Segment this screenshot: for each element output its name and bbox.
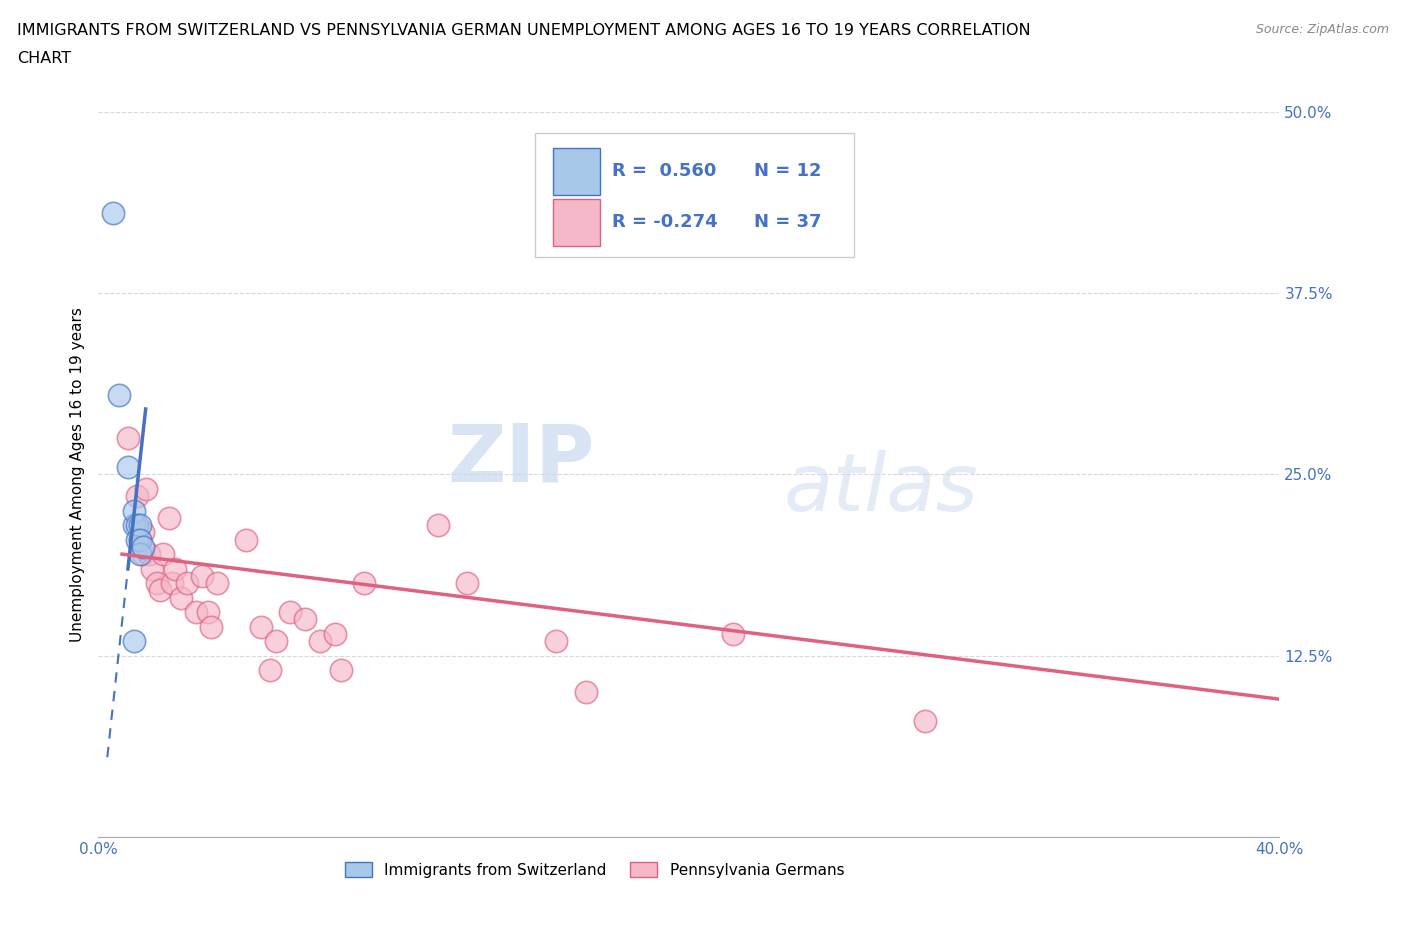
Point — [128, 532, 150, 547]
Point — [323, 627, 346, 642]
Point — [457, 576, 479, 591]
Point — [294, 612, 316, 627]
Point — [309, 633, 332, 648]
Point — [329, 663, 352, 678]
Text: atlas: atlas — [783, 450, 979, 528]
Point — [427, 518, 450, 533]
Text: CHART: CHART — [17, 51, 70, 66]
Point — [132, 539, 155, 554]
Point — [264, 633, 287, 648]
Point — [108, 387, 131, 402]
Point — [125, 532, 148, 547]
Point — [259, 663, 281, 678]
Text: R =  0.560: R = 0.560 — [612, 162, 717, 180]
Point — [128, 547, 150, 562]
Y-axis label: Unemployment Among Ages 16 to 19 years: Unemployment Among Ages 16 to 19 years — [69, 307, 84, 642]
Point — [132, 547, 155, 562]
Point — [157, 511, 180, 525]
Point — [280, 604, 302, 619]
Point — [103, 206, 125, 220]
Point — [138, 547, 160, 562]
Point — [122, 633, 145, 648]
Text: Source: ZipAtlas.com: Source: ZipAtlas.com — [1256, 23, 1389, 36]
Point — [205, 576, 228, 591]
Point — [149, 583, 172, 598]
Point — [353, 576, 375, 591]
Point — [117, 431, 139, 445]
Point — [184, 604, 207, 619]
FancyBboxPatch shape — [553, 199, 600, 246]
Point — [125, 518, 148, 533]
Point — [914, 713, 936, 728]
Point — [176, 576, 198, 591]
Point — [575, 684, 598, 699]
Text: N = 37: N = 37 — [754, 213, 821, 231]
Point — [117, 459, 139, 474]
Point — [165, 561, 187, 576]
Point — [128, 518, 150, 533]
Text: N = 12: N = 12 — [754, 162, 821, 180]
Point — [235, 532, 257, 547]
Point — [125, 488, 148, 503]
Point — [162, 576, 183, 591]
Point — [135, 482, 157, 497]
Point — [146, 576, 169, 591]
Point — [200, 619, 222, 634]
Point — [141, 561, 163, 576]
Text: R = -0.274: R = -0.274 — [612, 213, 718, 231]
Text: IMMIGRANTS FROM SWITZERLAND VS PENNSYLVANIA GERMAN UNEMPLOYMENT AMONG AGES 16 TO: IMMIGRANTS FROM SWITZERLAND VS PENNSYLVA… — [17, 23, 1031, 38]
Point — [170, 591, 193, 605]
Point — [250, 619, 273, 634]
Point — [122, 518, 145, 533]
Legend: Immigrants from Switzerland, Pennsylvania Germans: Immigrants from Switzerland, Pennsylvani… — [339, 856, 851, 884]
Point — [152, 547, 174, 562]
FancyBboxPatch shape — [553, 148, 600, 195]
FancyBboxPatch shape — [536, 133, 855, 257]
Point — [122, 503, 145, 518]
Point — [723, 627, 745, 642]
Point — [191, 568, 214, 583]
Point — [546, 633, 568, 648]
Point — [128, 532, 150, 547]
Point — [132, 525, 155, 539]
Text: ZIP: ZIP — [447, 420, 595, 498]
Point — [197, 604, 219, 619]
